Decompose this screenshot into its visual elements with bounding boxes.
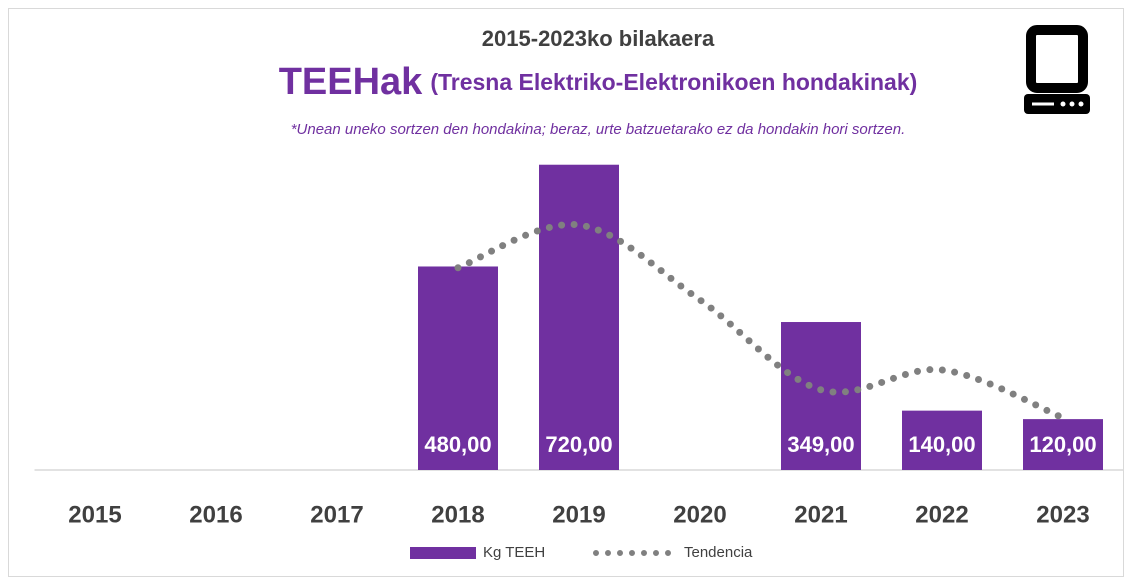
- bar: [902, 410, 982, 470]
- x-tick-label: 2022: [915, 501, 968, 528]
- heading-main: TEEHak: [279, 61, 423, 103]
- computer-icon: [1024, 25, 1090, 114]
- chart-subtitle: *Unean uneko sortzen den hondakina; bera…: [291, 121, 906, 138]
- bar: [1023, 419, 1103, 470]
- data-label: 480,00: [424, 432, 491, 457]
- data-label: 140,00: [908, 432, 975, 457]
- legend-swatch: [410, 547, 476, 559]
- x-tick-label: 2017: [310, 501, 363, 528]
- x-tick-label: 2015: [68, 501, 121, 528]
- heading-sub: (Tresna Elektriko-Elektronikoen hondakin…: [430, 69, 917, 95]
- data-label: 120,00: [1029, 432, 1096, 457]
- x-tick-label: 2016: [189, 501, 242, 528]
- chart-title: 2015-2023ko bilakaera: [482, 26, 715, 51]
- legend-label: Tendencia: [684, 544, 753, 561]
- x-tick-label: 2021: [794, 501, 847, 528]
- bar: [781, 322, 861, 470]
- trend-line: [454, 221, 1067, 422]
- chart-heading: TEEHak (Tresna Elektriko-Elektronikoen ho…: [279, 61, 918, 103]
- x-tick-label: 2023: [1036, 501, 1089, 528]
- x-tick-label: 2020: [673, 501, 726, 528]
- x-tick-label: 2019: [552, 501, 605, 528]
- x-tick-label: 2018: [431, 501, 484, 528]
- legend-label: Kg TEEH: [483, 544, 545, 561]
- bar: [539, 164, 619, 470]
- data-label: 349,00: [787, 432, 854, 457]
- data-label: 720,00: [545, 432, 612, 457]
- bar: [418, 266, 498, 470]
